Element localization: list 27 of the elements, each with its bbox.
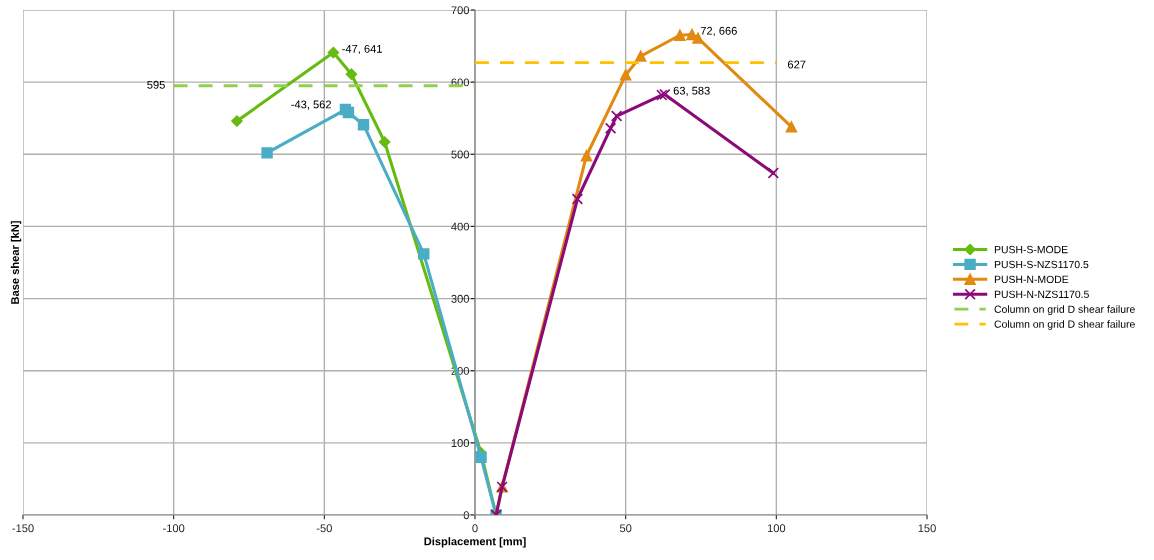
legend-label: Column on grid D shear failure bbox=[994, 305, 1135, 315]
legend-label: Column on grid D shear failure bbox=[994, 320, 1135, 330]
x-tick-label: 50 bbox=[619, 524, 632, 533]
x-tick-label: 0 bbox=[472, 524, 478, 533]
y-axis-title: Base shear [kN] bbox=[10, 221, 22, 304]
annotation: 627 bbox=[788, 60, 806, 69]
y-tick-label: 400 bbox=[451, 222, 470, 231]
legend-label: PUSH-S-MODE bbox=[994, 245, 1068, 254]
legend-label: PUSH-S-NZS1170.5 bbox=[994, 260, 1089, 269]
y-tick-label: 0 bbox=[463, 511, 470, 520]
y-tick-label: 700 bbox=[451, 6, 470, 15]
annotation: 63, 583 bbox=[673, 86, 710, 96]
y-tick-label: 500 bbox=[451, 150, 470, 159]
x-tick-label: -50 bbox=[316, 524, 332, 533]
x-tick-label: 150 bbox=[918, 524, 936, 533]
x-tick-label: -150 bbox=[12, 524, 34, 533]
annotation: 595 bbox=[147, 80, 165, 89]
annotation: -43, 562 bbox=[291, 100, 331, 110]
x-axis-title: Displacement [mm] bbox=[424, 537, 526, 548]
x-tick-label: 100 bbox=[767, 524, 786, 533]
x-tick-label: -100 bbox=[163, 524, 185, 533]
y-tick-label: 100 bbox=[451, 439, 470, 447]
legend-label: PUSH-N-NZS1170.5 bbox=[994, 290, 1089, 299]
y-tick-label: 300 bbox=[451, 294, 470, 303]
annotation: 72, 666 bbox=[700, 26, 737, 37]
annotation: -47, 641 bbox=[342, 44, 382, 55]
legend-label: PUSH-N-MODE bbox=[994, 275, 1069, 284]
